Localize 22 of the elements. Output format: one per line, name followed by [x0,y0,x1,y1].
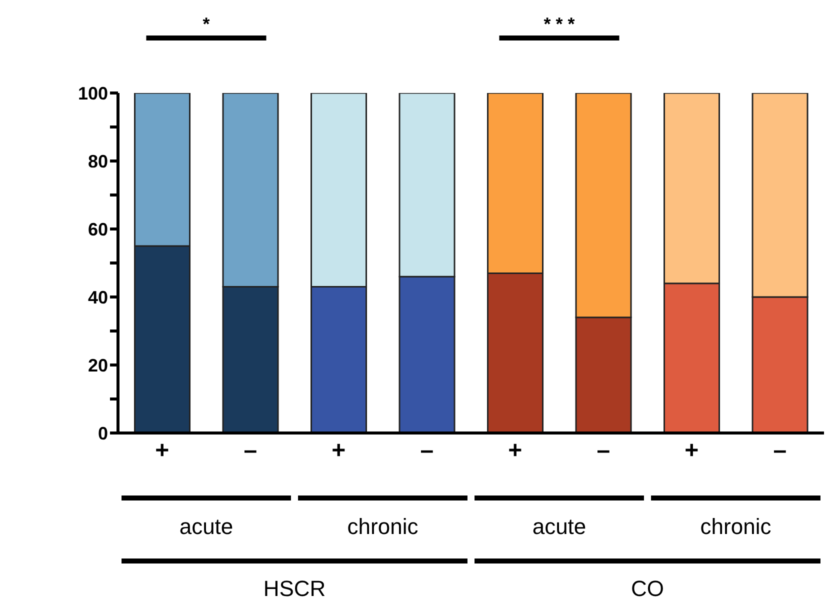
y-tick-label: 100 [78,83,108,104]
text: * [202,14,210,34]
text: HSCR [263,576,326,601]
x-tick-label: – [596,437,610,464]
text: acute [532,514,586,539]
x-tick-label: – [420,437,434,464]
x-tick-label: + [332,437,346,464]
y-tick-label: 60 [88,219,108,240]
text: chronic [700,514,772,539]
text: chronic [347,514,418,539]
x-tick-label: – [244,437,258,464]
y-tick-label: 20 [88,355,108,376]
text: CO [631,576,664,601]
x-tick-label: + [155,437,170,464]
x-tick-label: + [508,437,522,464]
text: * * * [544,14,575,34]
y-tick-label: 0 [98,423,108,444]
y-tick-label: 40 [88,287,108,308]
x-tick-label: + [684,437,699,464]
x-tick-label: – [773,437,787,464]
y-tick-label: 80 [88,151,108,172]
text: acute [179,514,234,539]
